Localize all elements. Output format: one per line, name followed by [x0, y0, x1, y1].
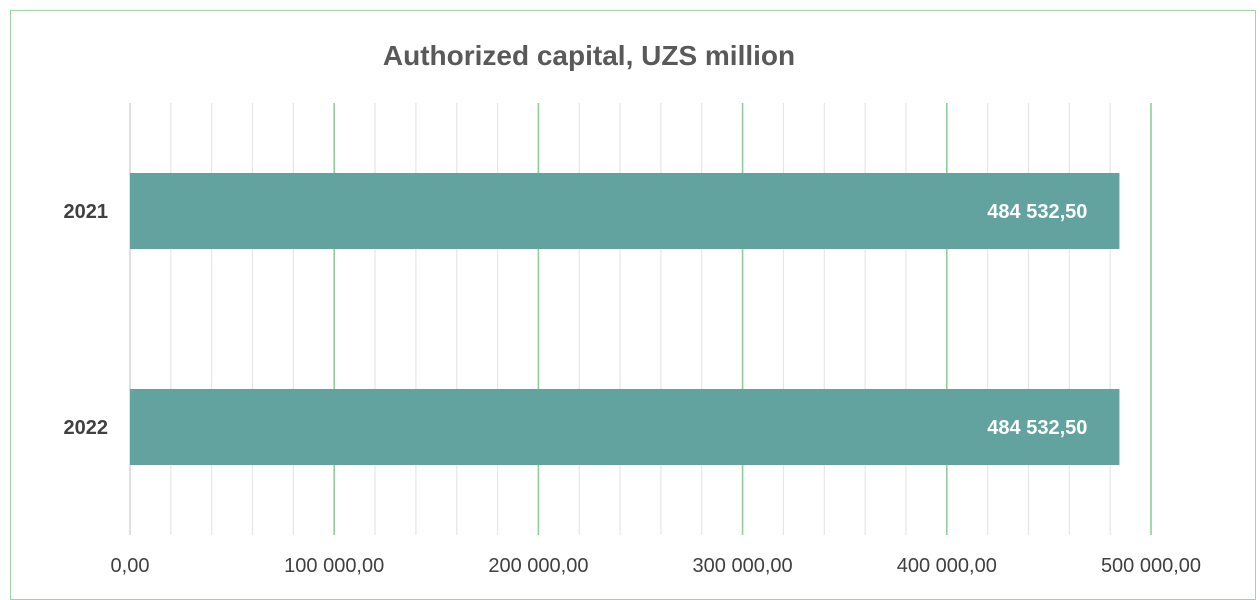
x-tick-label: 500 000,00 — [1101, 555, 1201, 577]
bars: 484 532,50 484 532,50 — [130, 173, 1120, 465]
y-axis-labels: 2021 2022 — [64, 201, 109, 439]
x-tick-label: 300 000,00 — [693, 555, 793, 577]
bar-chart: 484 532,50 484 532,50 2021 2022 0,00 100 00… — [64, 103, 1202, 577]
bar-2022 — [130, 389, 1120, 465]
category-label: 2021 — [64, 201, 109, 223]
bar-2021 — [130, 173, 1120, 249]
chart-title: Authorized capital, UZS million — [382, 40, 796, 71]
category-label: 2022 — [64, 417, 109, 439]
x-tick-label: 400 000,00 — [897, 555, 997, 577]
x-tick-label: 100 000,00 — [284, 555, 384, 577]
grid-lines — [129, 103, 1152, 535]
bar-value-label: 484 532,50 — [987, 201, 1087, 223]
bar-value-label: 484 532,50 — [987, 417, 1087, 439]
x-axis-labels: 0,00 100 000,00 200 000,00 300 000,00 400 00… — [111, 555, 1202, 577]
x-tick-label: 0,00 — [111, 555, 150, 577]
x-tick-label: 200 000,00 — [488, 555, 588, 577]
chart-frame — [10, 10, 1256, 600]
